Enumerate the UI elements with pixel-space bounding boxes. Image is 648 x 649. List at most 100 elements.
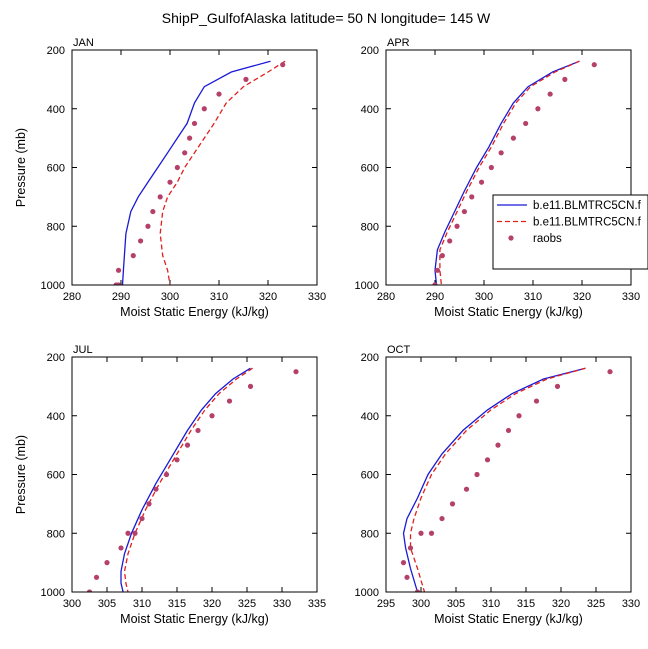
panel-label-apr: APR [387, 37, 410, 49]
panel-jan: JAN 280 290 300 310 320 330 200 400 600 800 1000 Moi… [14, 37, 326, 319]
raobs-point-apr [439, 253, 445, 259]
y-tick-label-oct: 800 [361, 528, 379, 540]
y-tick-label-apr: 1000 [355, 280, 379, 292]
dashed-series-line-apr [439, 60, 580, 285]
raobs-point-jul [195, 427, 201, 434]
raobs-point-jul [226, 398, 233, 404]
x-tick-label-oct: 330 [622, 598, 640, 610]
raobs-point-jan [145, 223, 151, 229]
raobs-point-jan [115, 267, 122, 273]
raobs-point-jan [280, 62, 286, 68]
raobs-point-oct [463, 486, 470, 492]
x-tick-label-oct: 320 [552, 598, 570, 610]
raobs-point-apr [454, 223, 460, 229]
raobs-point-apr [562, 76, 568, 82]
raobs-point-jul [104, 560, 110, 566]
raobs-point-apr [535, 106, 541, 112]
dashed-series-line-jan [159, 60, 286, 285]
dashed-series-line-oct [409, 367, 586, 592]
panel-oct: OCT 295 300 305 310 315 320 325 330 200 400 600 800 1… [355, 344, 641, 626]
raobs-point-apr [461, 208, 467, 215]
raobs-point-jan [157, 194, 163, 200]
raobs-point-oct [495, 442, 501, 448]
raobs-point-apr [498, 150, 504, 156]
panel-label-jan: JAN [73, 37, 94, 49]
raobs-point-jan [167, 179, 173, 185]
raobs-point-jan [191, 120, 198, 127]
plot-frame-apr [385, 49, 632, 286]
x-tick-label-jul: 300 [63, 598, 81, 610]
raobs-point-oct [516, 413, 522, 419]
x-axis-label-jan: Moist Static Energy (kJ/kg) [120, 305, 269, 319]
y-axis-label-jul: Pressure (mb) [14, 435, 28, 514]
raobs-point-jan [150, 208, 156, 215]
raobs-point-jan [216, 91, 222, 97]
raobs-point-apr [478, 179, 485, 185]
plot-frame-jul [71, 356, 318, 593]
raobs-point-oct [400, 560, 407, 566]
solid-series-line-jan [121, 60, 271, 285]
raobs-point-oct [533, 398, 540, 404]
x-tick-label-apr: 300 [475, 291, 493, 303]
raobs-point-oct [554, 383, 561, 389]
raobs-point-jan [187, 135, 193, 141]
series-group-oct [400, 367, 613, 592]
legend-label: raobs [533, 233, 562, 245]
y-tick-label-jan: 800 [47, 221, 65, 233]
raobs-point-jan [182, 150, 188, 156]
raobs-point-apr [591, 62, 597, 68]
y-tick-label-jan: 600 [47, 163, 65, 175]
raobs-point-jul [174, 457, 180, 463]
x-tick-label-jan: 290 [112, 291, 130, 303]
raobs-point-apr [469, 194, 475, 200]
raobs-point-jan [174, 164, 180, 171]
raobs-point-jul [132, 530, 138, 536]
raobs-point-jan [138, 238, 144, 244]
x-tick-label-jul: 310 [133, 598, 151, 610]
x-tick-label-jan: 300 [161, 291, 179, 303]
legend-marker [508, 235, 514, 241]
raobs-point-jul [163, 471, 170, 478]
raobs-point-apr [510, 135, 516, 141]
legend: b.e11.BLMTRC5CN.f b.e11.BLMTRC5CN.f raobs [492, 194, 648, 270]
raobs-point-oct [607, 369, 613, 375]
raobs-point-jan [243, 76, 249, 82]
raobs-point-oct [418, 530, 424, 536]
y-tick-label-jul: 200 [47, 352, 65, 364]
y-tick-label-oct: 400 [361, 411, 379, 423]
x-axis-label-oct: Moist Static Energy (kJ/kg) [434, 612, 583, 626]
raobs-point-jul [184, 442, 191, 448]
x-tick-label-jul: 325 [238, 598, 256, 610]
raobs-point-oct [428, 530, 435, 536]
raobs-point-jul [209, 413, 215, 419]
raobs-point-jul [125, 530, 131, 536]
raobs-point-oct [449, 501, 456, 507]
raobs-point-jul [247, 383, 254, 389]
x-tick-label-apr: 290 [426, 291, 444, 303]
raobs-point-jul [293, 369, 299, 375]
x-tick-label-oct: 310 [482, 598, 500, 610]
raobs-point-jul [118, 545, 124, 551]
panel-label-jul: JUL [73, 344, 93, 356]
panel-label-oct: OCT [387, 344, 411, 356]
y-tick-label-jan: 200 [47, 45, 65, 57]
x-tick-label-oct: 305 [447, 598, 465, 610]
raobs-point-apr [447, 238, 453, 244]
x-tick-label-jan: 330 [308, 291, 326, 303]
series-group-jul [86, 367, 299, 592]
solid-series-line-apr [434, 60, 580, 285]
y-tick-label-jul: 600 [47, 470, 65, 482]
x-tick-label-oct: 300 [412, 598, 430, 610]
raobs-point-oct [414, 589, 421, 592]
y-tick-label-jan: 1000 [41, 280, 65, 292]
figure-title: ShipP_GulfofAlaska latitude= 50 N longit… [162, 10, 491, 26]
panels: JAN 280 290 300 310 320 330 200 400 600 800 1000 Moi… [14, 37, 640, 626]
y-tick-label-oct: 1000 [355, 587, 379, 599]
raobs-point-jul [86, 589, 93, 592]
y-tick-label-apr: 400 [361, 104, 379, 116]
x-tick-label-jan: 320 [259, 291, 277, 303]
x-axis-label-apr: Moist Static Energy (kJ/kg) [434, 305, 583, 319]
raobs-point-jan [201, 106, 207, 112]
raobs-point-oct [439, 515, 445, 522]
